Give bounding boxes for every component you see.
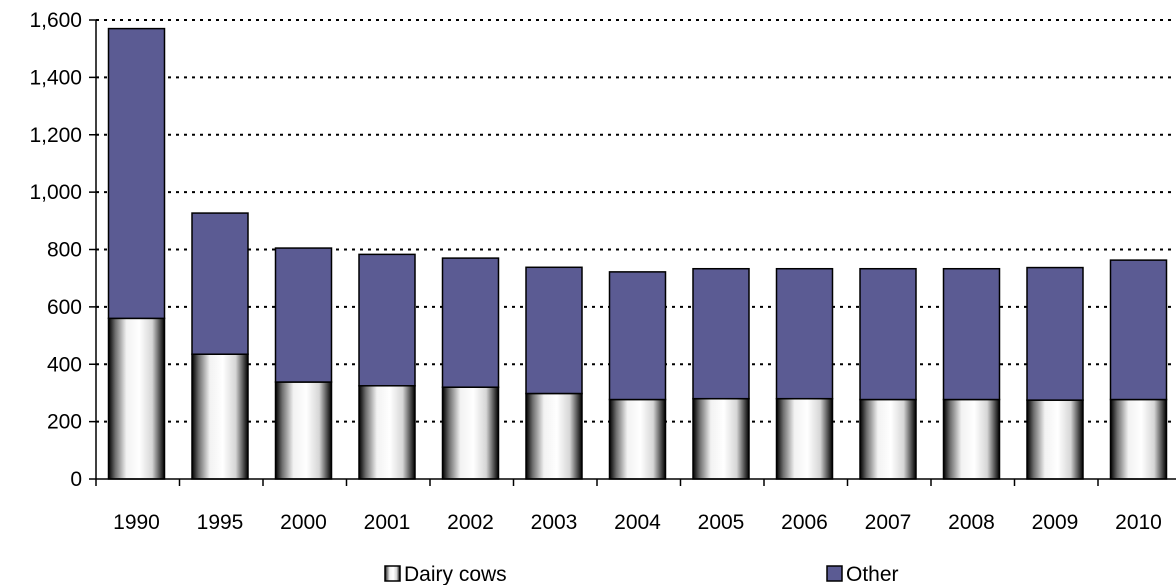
y-tick-label: 600 — [47, 296, 82, 319]
legend-label-other: Other — [846, 563, 899, 585]
bar-other — [1109, 259, 1168, 401]
x-tick-label: 2001 — [364, 511, 411, 534]
legend: Dairy cows Other — [384, 563, 899, 585]
x-tick-label: 2002 — [447, 511, 494, 534]
bar-other — [775, 267, 834, 400]
bar-other — [358, 253, 416, 387]
bar-dairy-cows — [525, 392, 583, 480]
bar-dairy-cows — [441, 386, 500, 480]
bar-dairy-cows — [608, 398, 667, 480]
x-tick-label: 1990 — [113, 511, 160, 534]
bar-dairy-cows — [358, 385, 416, 480]
x-tick-label: 2010 — [1115, 511, 1162, 534]
bars — [107, 27, 1168, 480]
bar-dairy-cows — [1109, 398, 1168, 480]
y-tick-label: 1,000 — [29, 181, 82, 204]
y-tick-label: 800 — [47, 239, 82, 262]
bar-dairy-cows — [191, 353, 249, 480]
x-tick-label: 2006 — [781, 511, 828, 534]
y-tick-label: 1,200 — [29, 124, 82, 147]
bar-dairy-cows — [859, 398, 917, 480]
legend-item-dairy-cows: Dairy cows — [384, 563, 507, 585]
y-axis-ticks: 0 200 400 600 800 1,000 1,200 1,400 1,600 — [29, 9, 96, 491]
legend-swatch-other — [826, 565, 843, 582]
legend-item-other: Other — [826, 563, 899, 585]
legend-swatch-dairy-cows — [384, 565, 401, 582]
x-tick-label: 1995 — [197, 511, 244, 534]
bar-dairy-cows — [1026, 399, 1084, 480]
x-tick-label: 2009 — [1032, 511, 1079, 534]
bar-other — [107, 27, 166, 320]
x-tick-label: 2000 — [280, 511, 327, 534]
x-tick-label: 2005 — [698, 511, 745, 534]
x-tick-label: 2004 — [614, 511, 661, 534]
bar-other — [441, 257, 500, 388]
bar-other — [191, 212, 249, 355]
bar-other — [1026, 266, 1084, 401]
x-axis-ticks: 1990 1995 2000 2001 2002 2003 2004 2005 2006 2007… — [95, 479, 1162, 534]
legend-label-dairy-cows: Dairy cows — [404, 563, 507, 585]
y-tick-label: 0 — [70, 468, 82, 491]
bar-dairy-cows — [274, 381, 333, 480]
y-tick-label: 1,400 — [29, 66, 82, 89]
x-tick-label: 2003 — [531, 511, 578, 534]
y-tick-label: 200 — [47, 411, 82, 434]
bar-other — [692, 267, 750, 400]
y-tick-label: 1,600 — [29, 9, 82, 32]
x-tick-label: 2008 — [948, 511, 995, 534]
x-tick-label: 2007 — [865, 511, 912, 534]
bar-other — [608, 271, 667, 401]
bar-dairy-cows — [692, 397, 750, 480]
bar-dairy-cows — [775, 397, 834, 480]
bar-other — [525, 266, 583, 395]
bar-other — [942, 267, 1001, 401]
bar-dairy-cows — [107, 317, 166, 480]
bar-dairy-cows — [942, 398, 1001, 480]
y-tick-label: 400 — [47, 353, 82, 376]
bar-other — [859, 267, 917, 401]
bar-other — [274, 247, 333, 383]
